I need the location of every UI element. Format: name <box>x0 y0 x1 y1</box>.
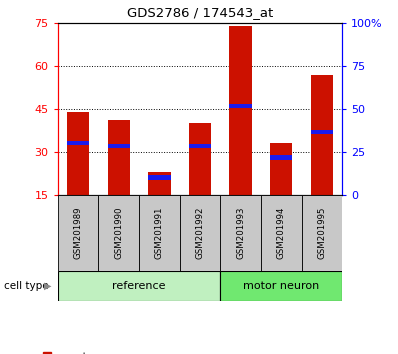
Bar <box>230 104 252 108</box>
Bar <box>139 195 179 271</box>
Bar <box>58 195 98 271</box>
Bar <box>220 195 261 271</box>
Bar <box>220 271 342 301</box>
Bar <box>261 195 302 271</box>
Bar <box>98 195 139 271</box>
Text: GSM201995: GSM201995 <box>318 206 326 259</box>
Text: reference: reference <box>112 281 166 291</box>
Text: GSM201990: GSM201990 <box>114 206 123 259</box>
Legend: count, percentile rank within the sample: count, percentile rank within the sample <box>43 352 224 354</box>
Bar <box>148 172 170 195</box>
Text: GSM201991: GSM201991 <box>155 206 164 259</box>
Title: GDS2786 / 174543_at: GDS2786 / 174543_at <box>127 6 273 19</box>
Text: GSM201989: GSM201989 <box>74 206 82 259</box>
Bar <box>311 130 333 134</box>
Text: motor neuron: motor neuron <box>243 281 320 291</box>
Bar <box>148 175 170 180</box>
Bar <box>67 141 89 145</box>
Text: GSM201992: GSM201992 <box>195 206 205 259</box>
Text: GSM201994: GSM201994 <box>277 206 286 259</box>
Bar <box>189 144 211 148</box>
Text: GSM201993: GSM201993 <box>236 206 245 259</box>
Bar <box>67 112 89 195</box>
Text: cell type: cell type <box>4 281 49 291</box>
Bar <box>230 26 252 195</box>
Bar <box>311 75 333 195</box>
Bar <box>179 195 220 271</box>
Bar <box>270 155 293 160</box>
Bar <box>107 144 130 148</box>
Bar <box>302 195 342 271</box>
Bar <box>270 143 293 195</box>
Text: ▶: ▶ <box>44 281 51 291</box>
Bar <box>189 123 211 195</box>
Bar <box>107 120 130 195</box>
Bar <box>58 271 220 301</box>
